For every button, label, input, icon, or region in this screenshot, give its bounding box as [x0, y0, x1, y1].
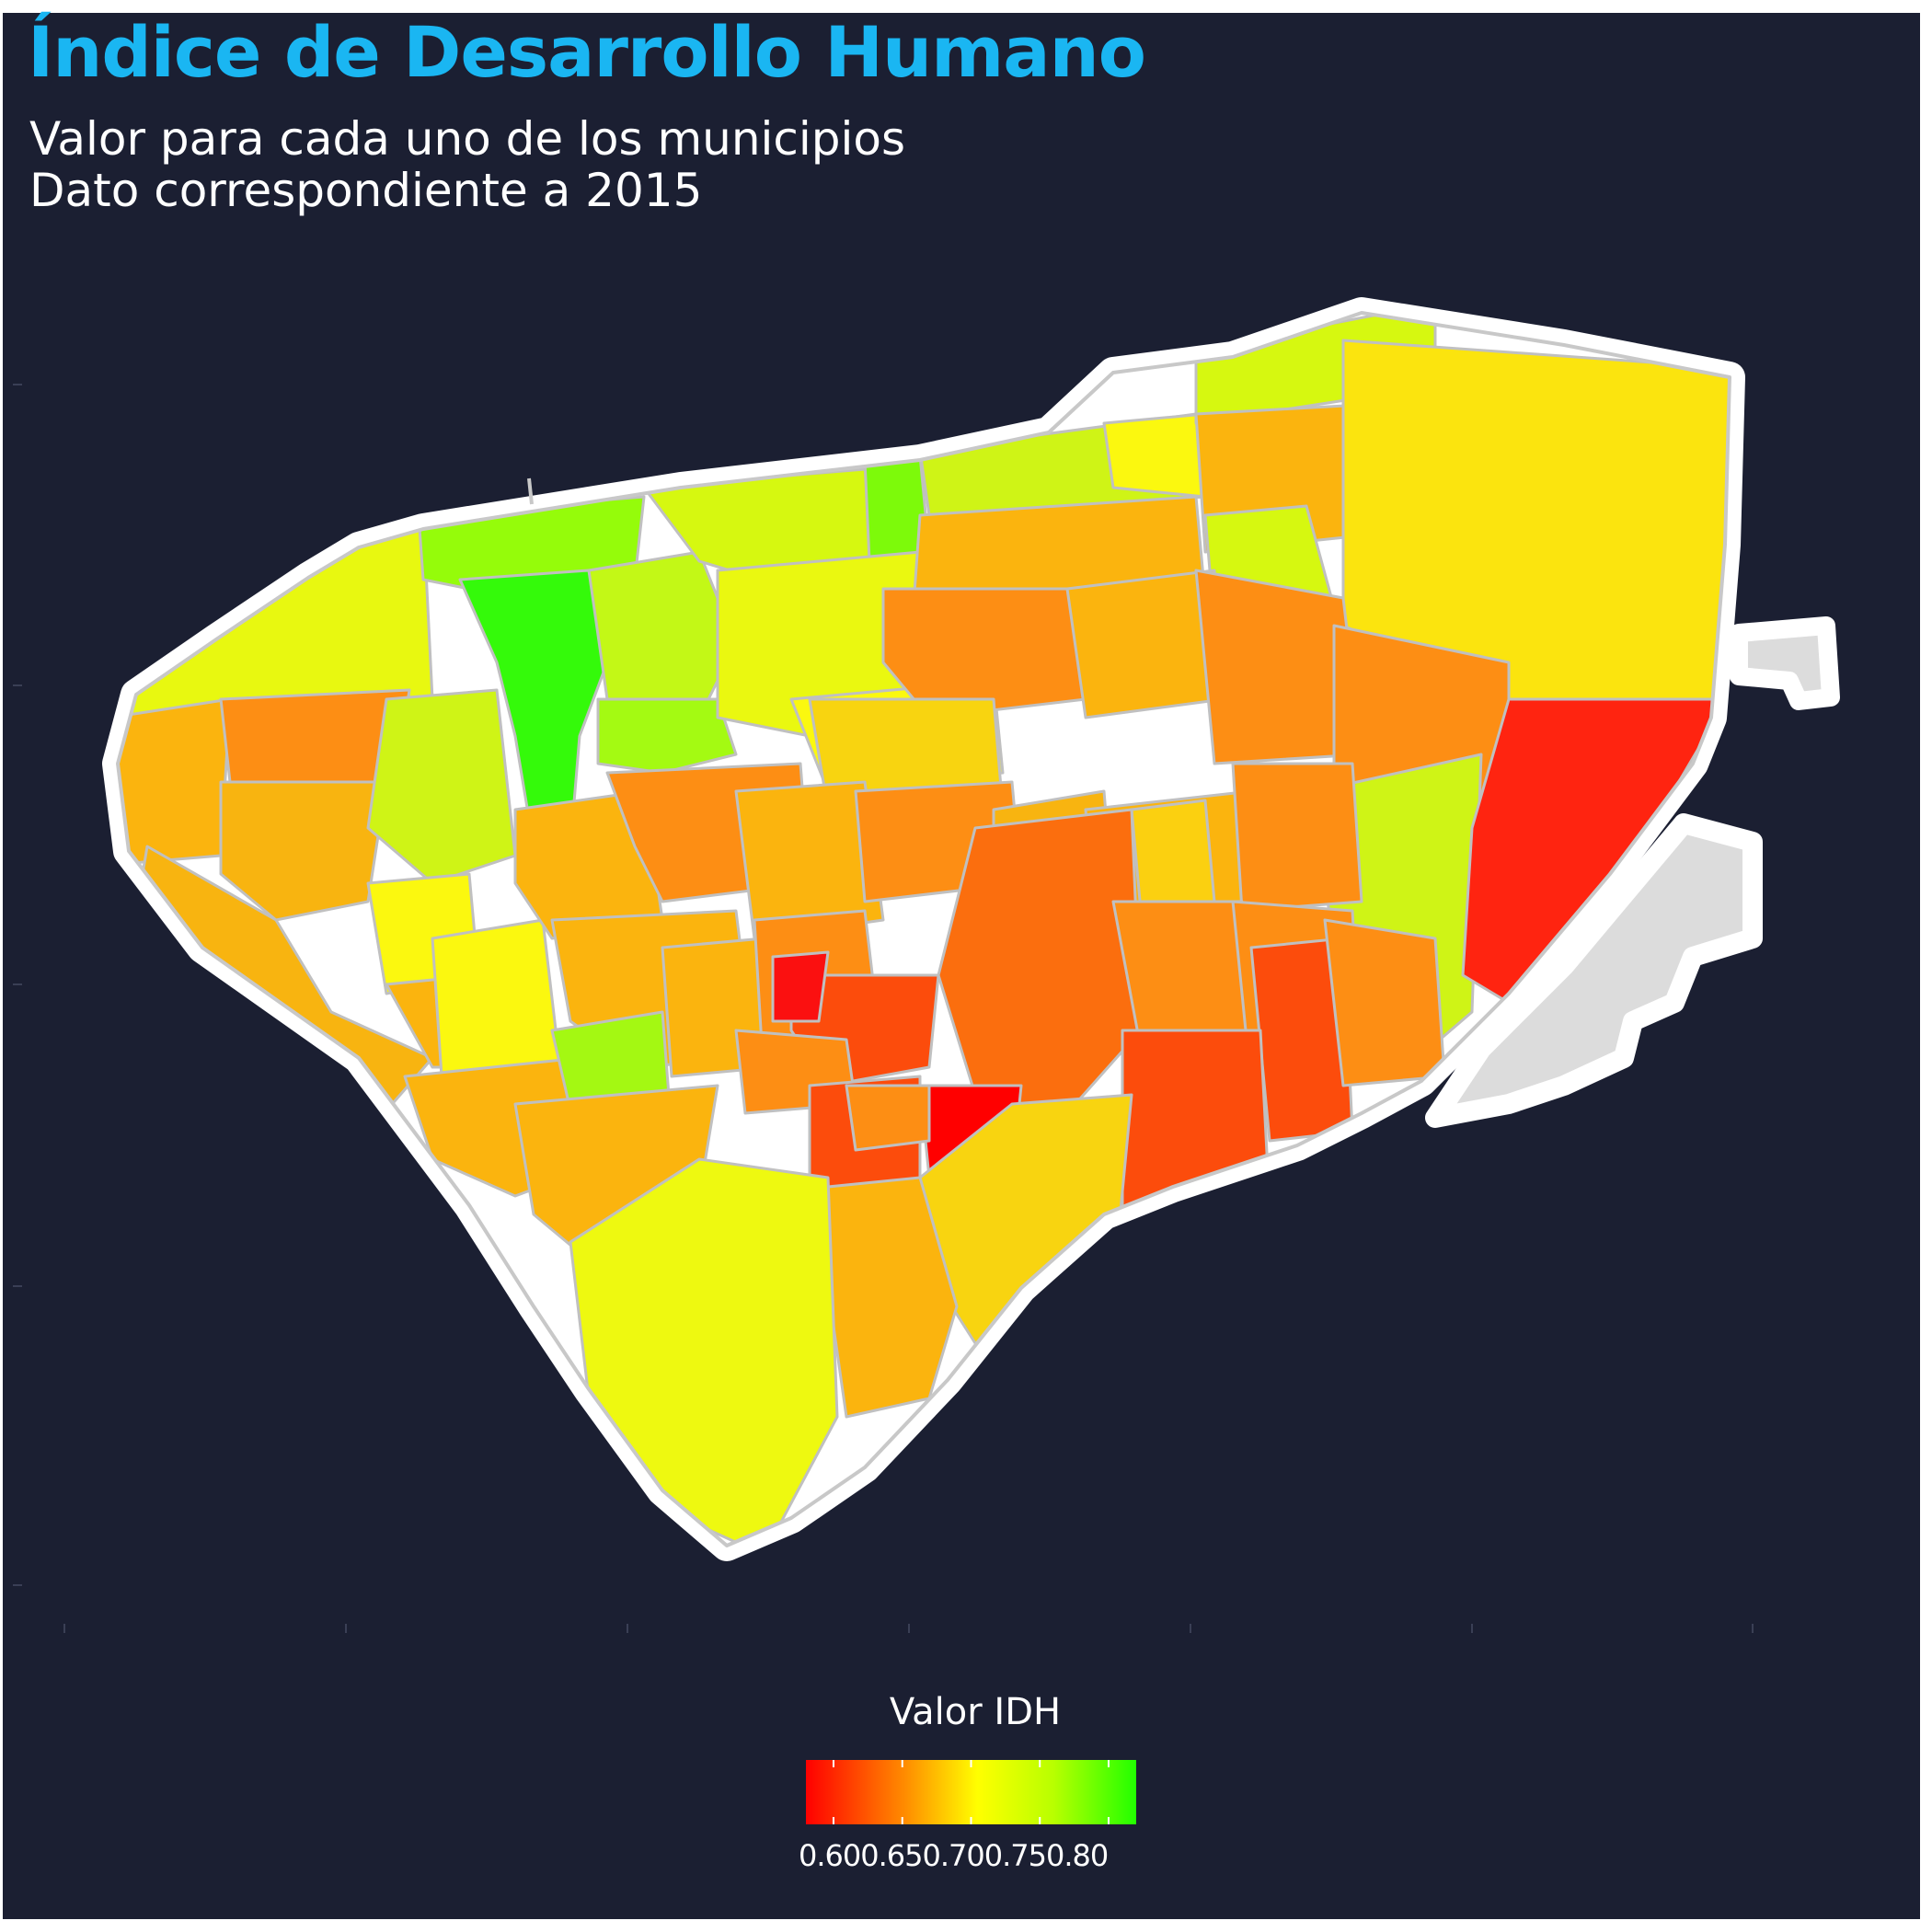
region-s-orange [845, 1084, 931, 1152]
region-c-orange2 [881, 587, 1087, 719]
neighbor-state [1425, 813, 1763, 1128]
region-west-yellowgreen [366, 688, 517, 885]
region-ce-orange [1231, 762, 1363, 913]
map-subtitle-line1: Valor para cada uno de los municipios [29, 112, 906, 166]
pier [527, 477, 534, 505]
axis-ticks [13, 384, 1754, 1633]
region-se-orange2 [1323, 918, 1446, 1087]
legend-tick-labels: 0.600.650.700.750.80 [799, 1838, 1109, 1873]
map-title: Índice de Desarrollo Humano [28, 11, 1146, 93]
legend-colorbar [806, 1760, 1136, 1824]
region-w-yellow-2 [431, 918, 563, 1078]
municipalities [118, 313, 1730, 1546]
map-subtitle-line2: Dato correspondiente a 2015 [29, 164, 703, 217]
region-c-yellow-orange [1130, 799, 1216, 913]
legend-title: Valor IDH [889, 1691, 1062, 1733]
region-n-yellow3 [1102, 412, 1207, 499]
state-outline-stroke [116, 311, 1731, 1547]
region-west-upper [219, 780, 388, 922]
region-n-green2 [596, 697, 738, 775]
region-c-amber2 [734, 780, 885, 940]
island [1730, 616, 1840, 710]
region-cs-red-small [771, 950, 830, 1023]
